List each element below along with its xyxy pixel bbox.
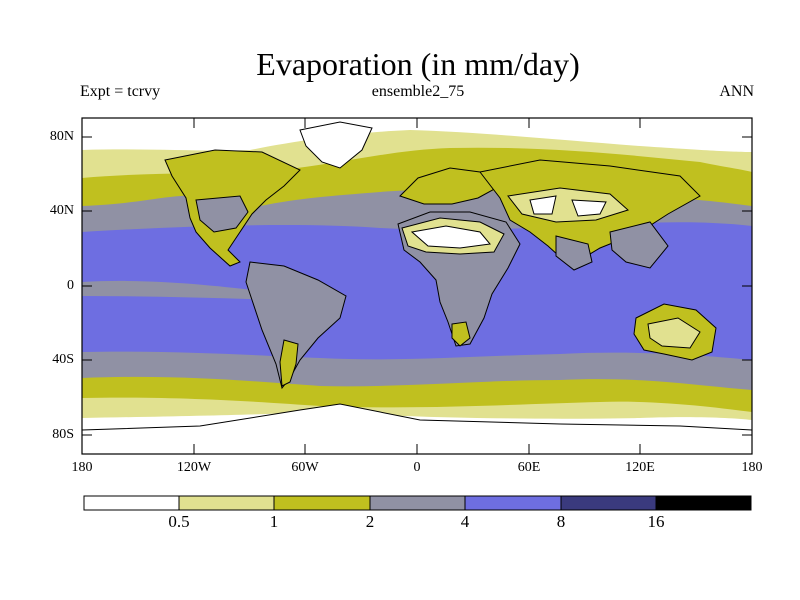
lon-label-180e: 180 [741, 460, 763, 475]
colorbar [83, 495, 752, 511]
band-below-0.5-north [82, 118, 752, 152]
land-regions [82, 121, 752, 454]
experiment-label: Expt = tcrvy [80, 83, 161, 100]
antarctica [82, 403, 752, 454]
colorbar-swatch [656, 496, 751, 510]
colorbar-swatch [370, 496, 465, 510]
colorbar-swatch [84, 496, 179, 510]
central-asia-deserts [529, 195, 607, 217]
equatorial-tongue [82, 280, 278, 300]
evaporation-field [82, 118, 752, 454]
south-america [245, 261, 347, 390]
colorbar-label: 0.5 [168, 512, 190, 531]
map-frame [81, 117, 753, 455]
colorbar-swatch [179, 496, 274, 510]
colorbar-label: 8 [556, 512, 566, 531]
colorbar-swatch [274, 496, 370, 510]
greenland [299, 121, 373, 169]
lat-label-80s: 80S [52, 427, 74, 442]
colorbar-border [83, 495, 752, 511]
kalahari [451, 321, 471, 347]
north-america-east [195, 195, 249, 233]
india [555, 235, 593, 271]
colorbar-label: 1 [269, 512, 279, 531]
patagonia [279, 339, 299, 387]
lon-label-120w: 120W [176, 460, 212, 475]
colorbar-label: 4 [460, 512, 470, 531]
period-label: ANN [719, 83, 754, 100]
lat-label-40s: 40S [52, 352, 74, 367]
southeast-asia [609, 221, 669, 269]
lon-label-180w: 180 [71, 460, 93, 475]
lon-label-60w: 60W [291, 460, 319, 475]
lat-label-40n: 40N [49, 203, 74, 218]
lat-label-equator: 0 [67, 278, 74, 293]
sahara-inner [410, 225, 491, 249]
colorbar-swatch [561, 496, 656, 510]
colorbar-label: 2 [365, 512, 375, 531]
lon-label-0: 0 [413, 460, 421, 475]
colorbar-swatch [465, 496, 561, 510]
map-title: Evaporation (in mm/day) [256, 46, 580, 82]
lat-label-80n: 80N [49, 129, 74, 144]
australia-interior [647, 317, 701, 349]
major-ticks [81, 118, 753, 454]
colorbar-dividers [178, 496, 657, 510]
lon-label-60e: 60E [517, 460, 541, 475]
colorbar-label: 16 [647, 512, 665, 531]
ensemble-label: ensemble2_75 [371, 83, 465, 100]
lon-label-120e: 120E [625, 460, 655, 475]
